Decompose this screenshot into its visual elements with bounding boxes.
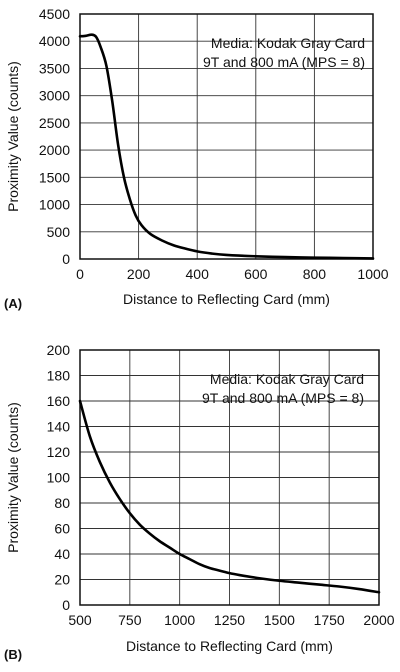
y-tick-label: 4000 xyxy=(39,33,70,49)
x-axis-label: Distance to Reflecting Card (mm) xyxy=(123,291,330,307)
x-tick-label: 1000 xyxy=(164,612,195,628)
x-tick-label: 500 xyxy=(68,612,92,628)
y-tick-label: 200 xyxy=(47,342,71,358)
y-axis-label: Proximity Value (counts) xyxy=(5,61,21,212)
chart-panel-a: 0 200 400 600 800 1000 0 500 1000 1500 2000 2500 300… xyxy=(4,6,389,311)
y-tick-label: 160 xyxy=(47,393,71,409)
x-tick-label: 750 xyxy=(118,612,142,628)
x-tick-label: 0 xyxy=(76,266,84,282)
panel-label: (B) xyxy=(4,647,22,662)
plot-frame xyxy=(79,349,380,606)
y-tick-label: 2000 xyxy=(39,142,70,158)
x-tick-label: 1750 xyxy=(314,612,345,628)
x-axis-label: Distance to Reflecting Card (mm) xyxy=(126,638,333,654)
data-line xyxy=(78,399,381,594)
y-tick-label: 500 xyxy=(47,224,71,240)
x-tick-label: 200 xyxy=(127,266,151,282)
y-tick-label: 80 xyxy=(54,495,70,511)
y-tick-label: 3000 xyxy=(39,88,70,104)
annotation-text: 9T and 800 mA (MPS = 8) xyxy=(202,390,364,406)
y-tick-label: 0 xyxy=(62,597,70,613)
x-tick-label: 1000 xyxy=(357,266,388,282)
y-tick-label: 4500 xyxy=(39,6,70,22)
y-tick-label: 3500 xyxy=(39,60,70,76)
y-tick-label: 1000 xyxy=(39,197,70,213)
chart-panel-b: 500 750 1000 1250 1500 1750 2000 0 20 40 60 80 100 12… xyxy=(4,342,395,662)
x-tick-label: 2000 xyxy=(363,612,394,628)
plot-frame xyxy=(79,13,374,260)
annotation-text: Media: Kodak Gray Card xyxy=(211,35,365,51)
y-tick-label: 100 xyxy=(47,470,71,486)
y-tick-label: 180 xyxy=(47,368,71,384)
x-tick-label: 1250 xyxy=(214,612,245,628)
annotation-text: 9T and 800 mA (MPS = 8) xyxy=(203,54,365,70)
data-line xyxy=(78,33,375,260)
y-tick-label: 140 xyxy=(47,419,71,435)
x-tick-label: 600 xyxy=(244,266,268,282)
y-tick-label: 1500 xyxy=(39,169,70,185)
x-tick-label: 1500 xyxy=(264,612,295,628)
y-axis-label: Proximity Value (counts) xyxy=(5,402,21,553)
y-tick-label: 60 xyxy=(54,521,70,537)
panel-label: (A) xyxy=(4,296,22,311)
annotation-text: Media: Kodak Gray Card xyxy=(210,371,364,387)
y-tick-label: 40 xyxy=(54,546,70,562)
y-tick-label: 0 xyxy=(62,251,70,267)
y-tick-label: 2500 xyxy=(39,115,70,131)
x-tick-label: 400 xyxy=(186,266,210,282)
y-tick-label: 120 xyxy=(47,444,71,460)
y-tick-label: 20 xyxy=(54,572,70,588)
x-tick-label: 800 xyxy=(303,266,327,282)
